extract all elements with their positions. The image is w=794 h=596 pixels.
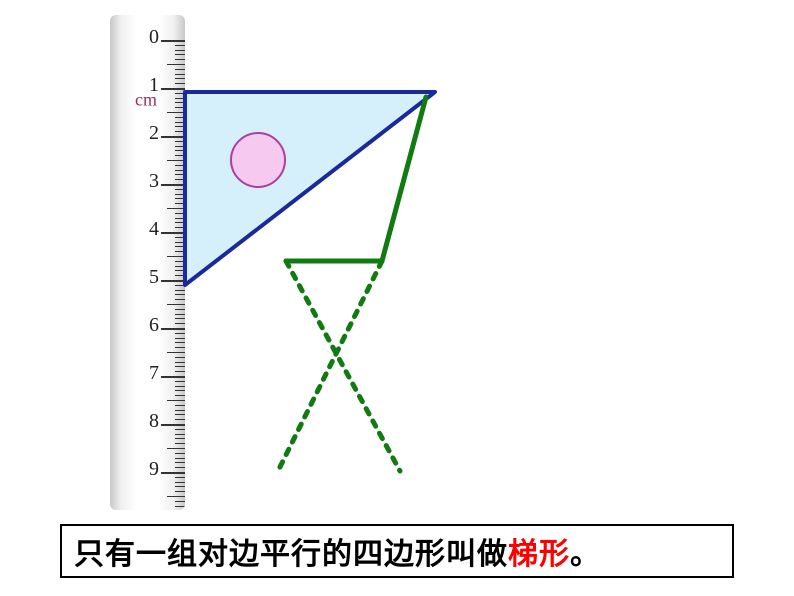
dashed-extension-line-right [278,261,382,471]
set-square-triangle [185,92,435,285]
definition-caption: 只有一组对边平行的四边形叫做 梯形 。 [60,524,734,578]
caption-suffix: 。 [570,529,601,573]
caption-highlight: 梯形 [508,529,570,573]
geometry-svg [0,0,794,596]
set-square-hole-circle [231,133,285,187]
caption-prefix: 只有一组对边平行的四边形叫做 [74,529,508,573]
dashed-extension-line-left [286,261,400,471]
diagram-canvas: 0123456789 cm 只有一组对边平行的四边形叫做 梯形 。 [0,0,794,596]
